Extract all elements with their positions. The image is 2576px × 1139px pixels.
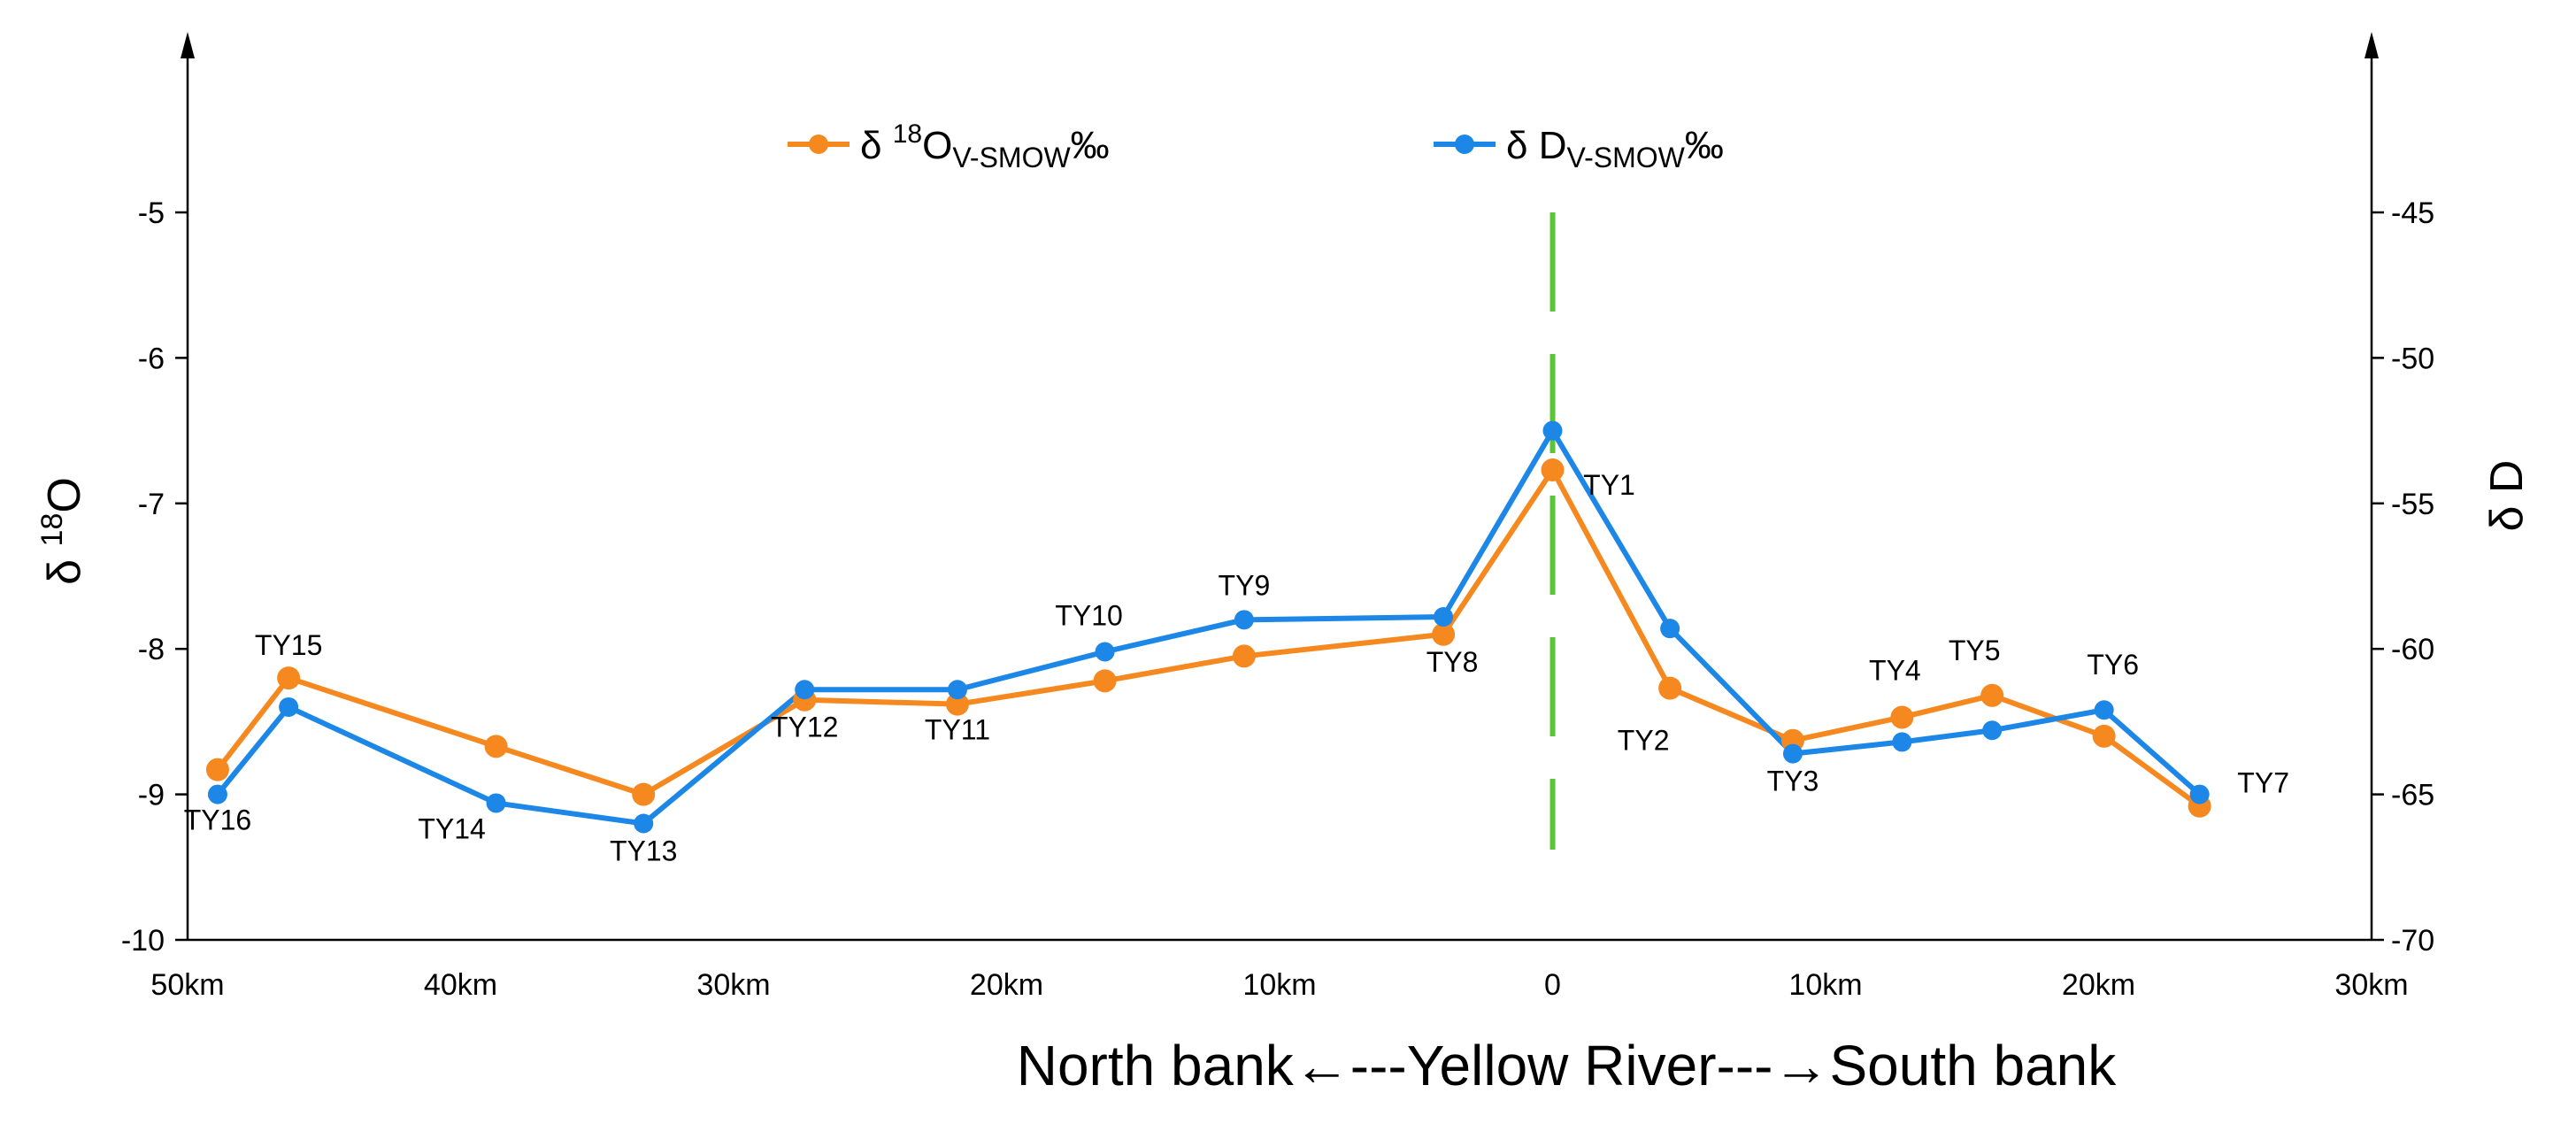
marker-dD bbox=[1782, 743, 1803, 764]
marker-dD bbox=[1434, 607, 1454, 627]
marker-o18 bbox=[1232, 644, 1256, 668]
marker-o18 bbox=[277, 666, 301, 690]
series-line-o18 bbox=[215, 466, 2202, 809]
point-label: TY10 bbox=[1055, 599, 1122, 631]
point-label: TY12 bbox=[771, 712, 838, 743]
marker-o18 bbox=[2092, 724, 2116, 748]
x-tick-label: 30km bbox=[696, 968, 770, 1002]
legend-label-o18: δ 18OV-SMOW‰ bbox=[860, 119, 1110, 173]
legend-suffix: ‰ bbox=[1685, 124, 1724, 167]
point-label: TY3 bbox=[1767, 766, 1819, 797]
marker-o18 bbox=[632, 782, 656, 806]
x-tick-label: 10km bbox=[1788, 968, 1862, 1002]
marker-dD bbox=[1892, 732, 1912, 752]
x-tick-label: 0 bbox=[1544, 968, 1561, 1002]
x-tick-label: 10km bbox=[1242, 968, 1316, 1002]
left-axis-arrow-icon bbox=[181, 32, 195, 58]
right-tick-label: -70 bbox=[2391, 924, 2434, 958]
legend-prefix: δ bbox=[1506, 124, 1539, 167]
legend-sup: 18 bbox=[893, 119, 922, 149]
point-label: TY16 bbox=[184, 804, 251, 836]
right-tick-label: -45 bbox=[2391, 196, 2434, 230]
marker-dD bbox=[1982, 720, 2003, 741]
marker-dD bbox=[947, 680, 967, 700]
legend-base: D bbox=[1539, 124, 1567, 167]
left-tick-label: -10 bbox=[121, 924, 165, 958]
marker-o18 bbox=[1541, 458, 1565, 481]
legend-prefix: δ bbox=[860, 124, 893, 167]
left-tick-label: -9 bbox=[138, 779, 165, 812]
legend-sub: V-SMOW bbox=[952, 142, 1071, 173]
marker-dD bbox=[2189, 784, 2210, 804]
marker-dD bbox=[1542, 420, 1563, 441]
right-axis-arrow-icon bbox=[2365, 32, 2379, 58]
x-tick-label: 50km bbox=[150, 968, 224, 1002]
x-tick-label: 20km bbox=[970, 968, 1043, 1002]
left-y-axis-title: δ 18O bbox=[35, 477, 90, 585]
marker-dD bbox=[486, 793, 506, 813]
right-tick-label: -65 bbox=[2391, 779, 2434, 812]
legend-suffix: ‰ bbox=[1071, 124, 1110, 167]
marker-o18 bbox=[945, 692, 969, 716]
point-label: TY11 bbox=[925, 714, 990, 746]
marker-o18 bbox=[1432, 622, 1456, 646]
point-label: TY6 bbox=[2087, 649, 2139, 681]
legend-marker-o18 bbox=[809, 135, 828, 154]
left-tick-label: -8 bbox=[138, 633, 165, 666]
legend-label-dD: δ DV-SMOW‰ bbox=[1506, 124, 1724, 173]
left-tick-label: -7 bbox=[138, 488, 165, 521]
left-tick-label: -5 bbox=[138, 196, 165, 230]
marker-dD bbox=[1234, 610, 1254, 630]
point-label: TY8 bbox=[1426, 646, 1479, 678]
legend-sub: V-SMOW bbox=[1567, 142, 1686, 173]
point-label: TY5 bbox=[1949, 635, 2001, 666]
right-y-axis-title: δ D bbox=[2481, 460, 2533, 532]
marker-dD bbox=[279, 696, 299, 717]
point-label: TY7 bbox=[2237, 767, 2289, 799]
left-tick-label: -6 bbox=[138, 342, 165, 375]
series-line-dD bbox=[215, 427, 2202, 827]
point-label: TY2 bbox=[1618, 725, 1670, 757]
point-label: TY13 bbox=[610, 835, 677, 866]
marker-o18 bbox=[1093, 669, 1117, 693]
marker-o18 bbox=[205, 758, 229, 781]
right-tick-label: -60 bbox=[2391, 633, 2434, 666]
left-y-axis-title-delta: δ bbox=[39, 546, 90, 584]
point-label: TY1 bbox=[1583, 469, 1635, 501]
marker-dD bbox=[1095, 642, 1115, 662]
marker-o18 bbox=[484, 735, 508, 758]
left-y-axis-title-sup: 18 bbox=[35, 513, 69, 547]
legend-base: O bbox=[922, 124, 952, 167]
point-label: TY4 bbox=[1869, 654, 1921, 686]
marker-dD bbox=[634, 813, 654, 834]
x-tick-label: 40km bbox=[424, 968, 497, 1002]
marker-o18 bbox=[1890, 705, 1914, 729]
point-label: TY15 bbox=[255, 629, 322, 661]
legend-marker-dD bbox=[1455, 135, 1474, 154]
x-tick-label: 30km bbox=[2334, 968, 2408, 1002]
x-axis-title: North bank←---Yellow River---→South bank bbox=[1017, 1034, 2118, 1097]
marker-dD bbox=[1660, 619, 1680, 639]
marker-dD bbox=[2094, 700, 2114, 720]
right-tick-label: -50 bbox=[2391, 342, 2434, 375]
marker-o18 bbox=[1658, 676, 1682, 700]
right-tick-label: -55 bbox=[2391, 488, 2434, 521]
marker-o18 bbox=[1980, 683, 2004, 707]
marker-dD bbox=[795, 680, 815, 700]
marker-dD bbox=[207, 784, 227, 804]
point-label: TY9 bbox=[1219, 569, 1271, 601]
point-label: TY14 bbox=[418, 812, 485, 844]
x-tick-label: 20km bbox=[2062, 968, 2135, 1002]
left-y-axis-title-base: O bbox=[39, 477, 90, 512]
